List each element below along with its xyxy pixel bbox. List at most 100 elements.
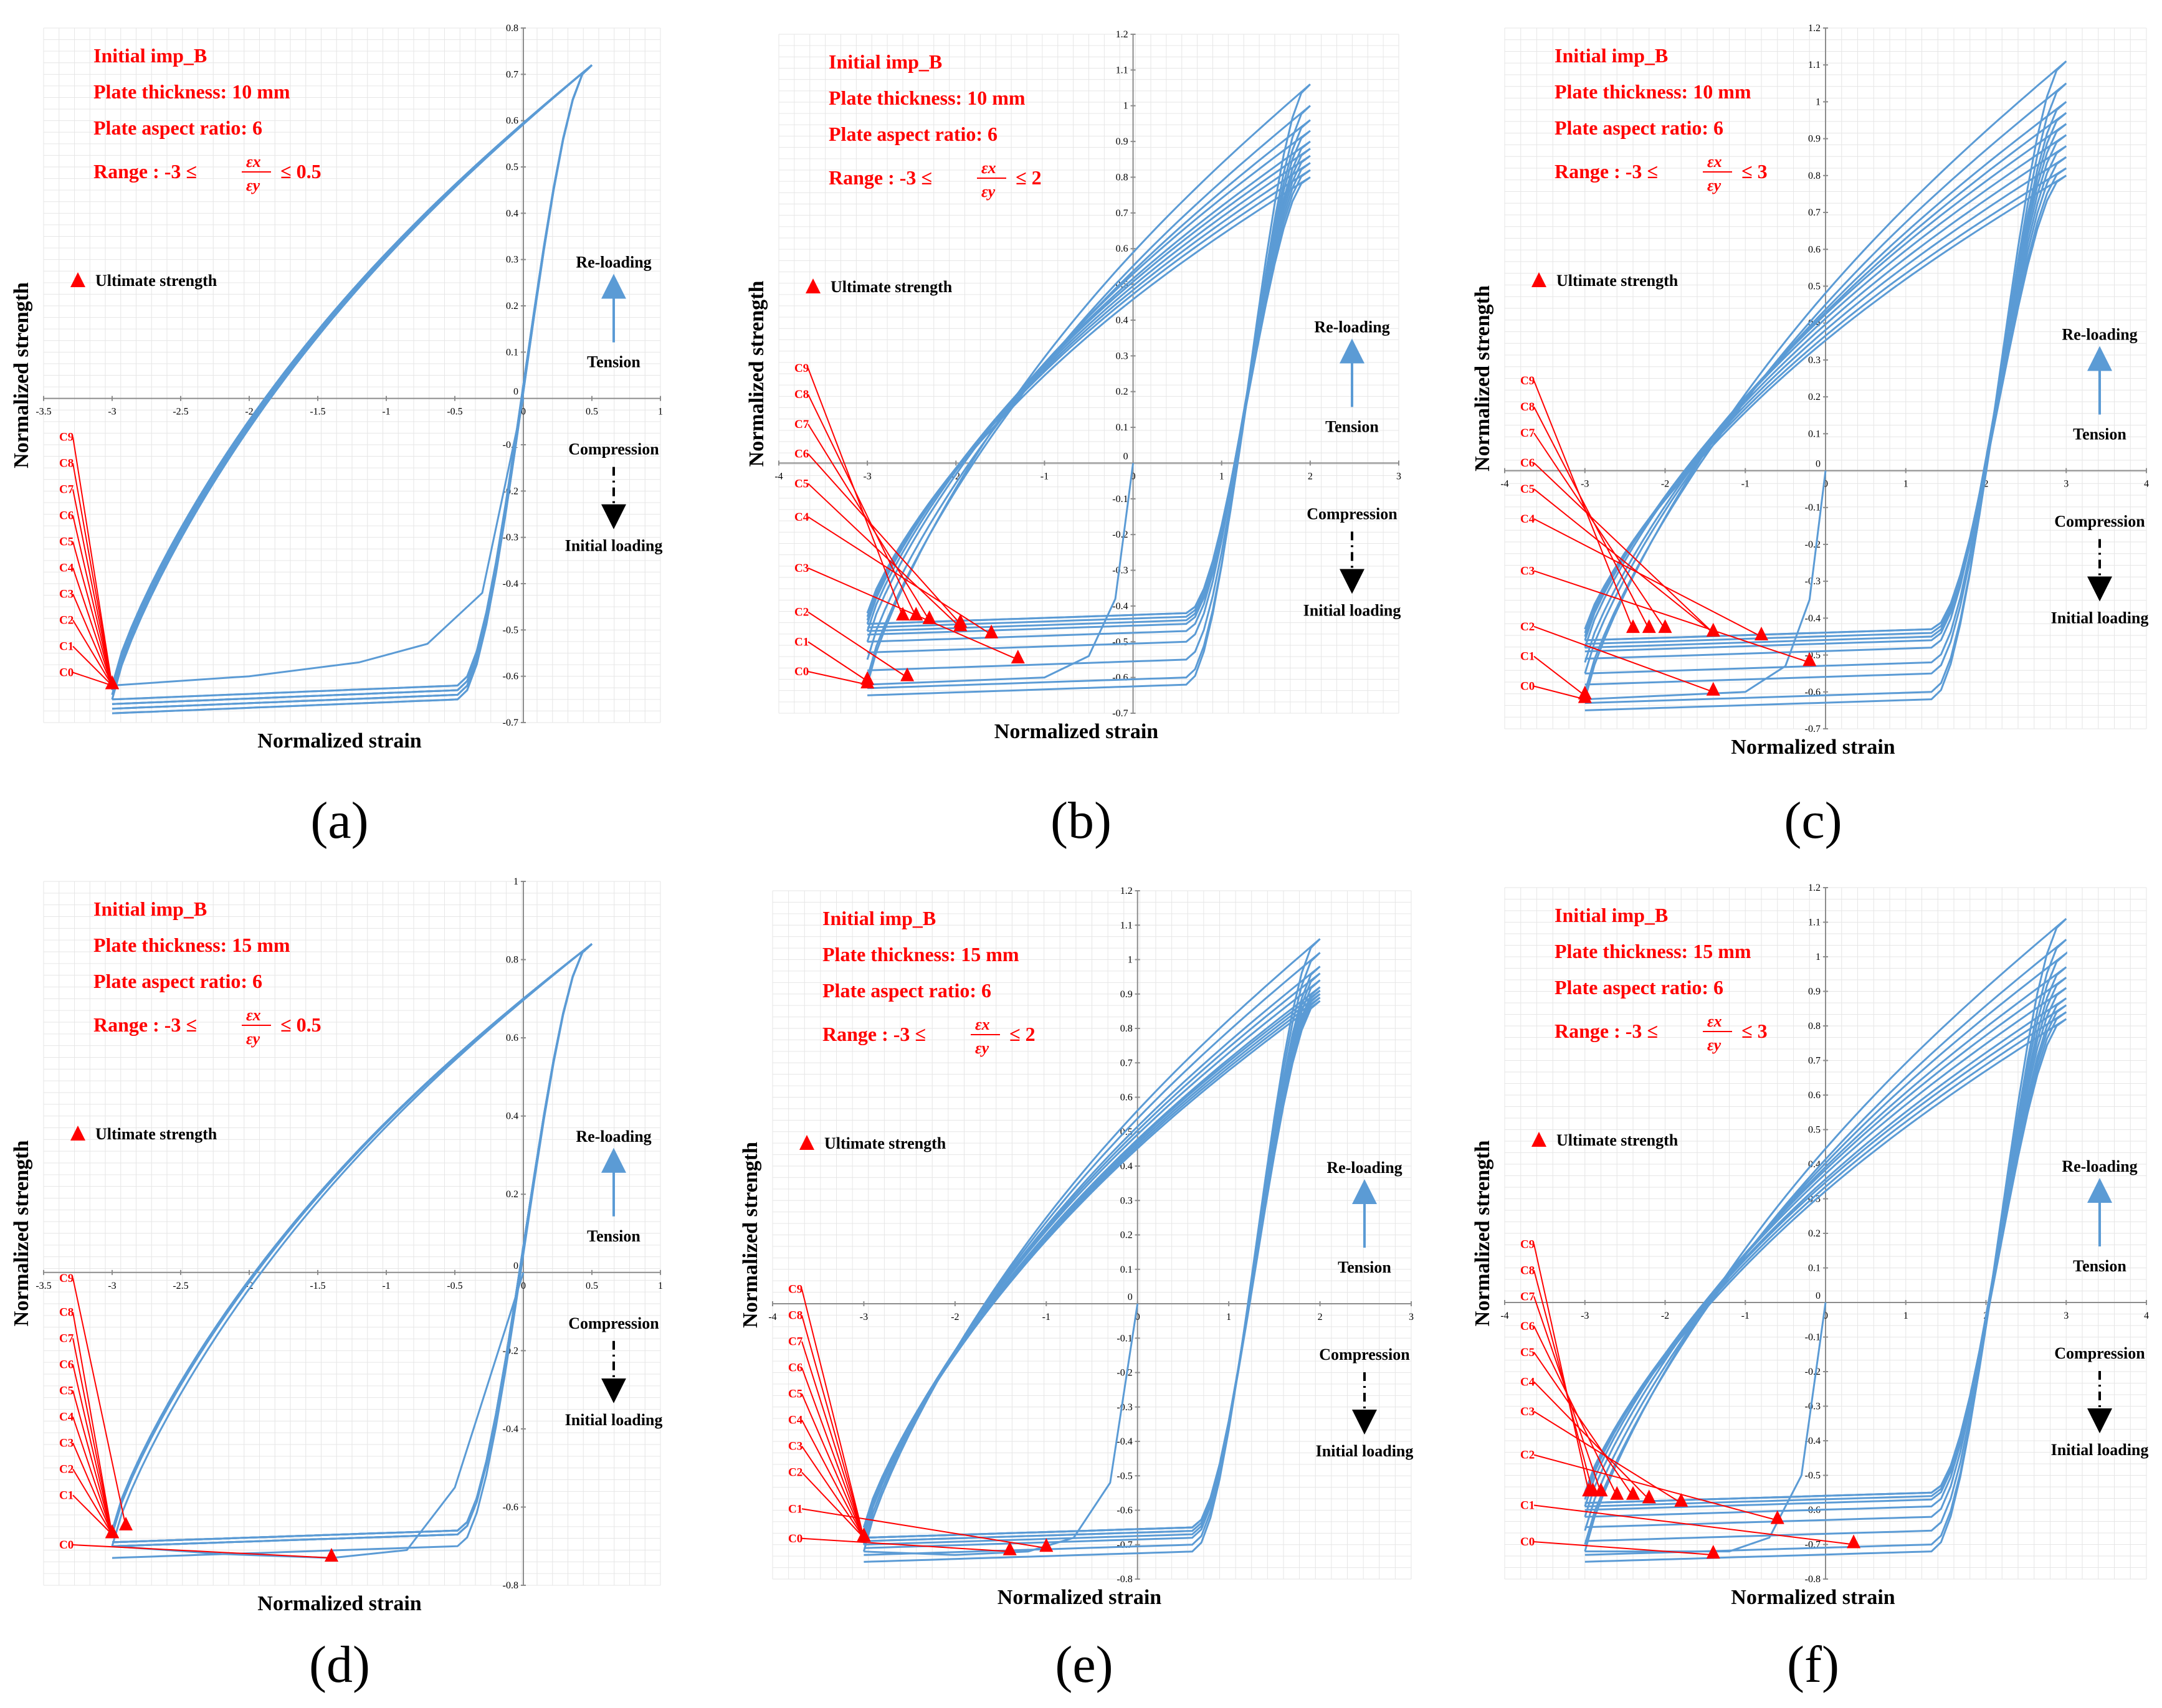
cycle-label-C3: C3 — [794, 562, 809, 575]
y-tick-label: -0.4 — [503, 1424, 518, 1435]
legend-label: Ultimate strength — [95, 272, 217, 290]
x-tick-label: 2 — [1308, 471, 1313, 482]
x-tick-label: -2 — [1661, 1311, 1669, 1321]
cycle-label-C2: C2 — [788, 1466, 802, 1479]
annotation-aspect: Plate aspect ratio: 6 — [93, 970, 262, 992]
hysteresis-curves — [111, 64, 593, 714]
y-tick-label: -0.1 — [1805, 1332, 1821, 1343]
y-tick-label: 0.4 — [1120, 1161, 1133, 1172]
cycle-loop-C9 — [1584, 174, 2067, 642]
annotation-range-prefix: Range : -3 ≤ — [822, 1023, 926, 1045]
cycle-label-C7: C7 — [1520, 427, 1535, 440]
cycle-label-C5: C5 — [794, 477, 809, 490]
compression-label: Compression — [1319, 1345, 1410, 1364]
annotation-range-numerator: εx — [1707, 153, 1722, 171]
ultimate-marker-C9 — [1626, 619, 1640, 633]
x-tick-label: 1 — [1903, 479, 1908, 490]
initial-loading-label: Initial loading — [565, 1411, 663, 1429]
y-tick-label: -0.5 — [1117, 1471, 1132, 1481]
y-tick-label: -0.6 — [1117, 1506, 1132, 1516]
cycle-label-C9: C9 — [794, 362, 809, 375]
ultimate-marker-C7 — [922, 610, 936, 624]
ultimate-markers: C0 C1 C2 C3 C4 C5 C6 C7 C8 C9 — [59, 1272, 338, 1562]
annotation-thickness: Plate thickness: 10 mm — [93, 80, 290, 103]
panel-f: -4 -3 -2 -1 0 1 2 3 4-0.8-0.7-0.6-0.5-0.4-0.3-0.… — [1471, 883, 2149, 1694]
cycle-label-C5: C5 — [59, 1384, 74, 1397]
cycle-label-C2: C2 — [59, 614, 74, 627]
cycle-label-C1: C1 — [1520, 1499, 1535, 1512]
tension-label: Tension — [1325, 417, 1379, 435]
leader-line — [801, 1537, 1010, 1552]
y-tick-label: 0.3 — [1808, 1194, 1821, 1205]
leader-line — [807, 611, 908, 678]
cycle-label-C3: C3 — [59, 588, 74, 601]
y-tick-label: -0.4 — [1805, 613, 1821, 624]
reloading-label: Re-loading — [576, 254, 651, 272]
panel-d: -3.5 -3 -2.5 -2 -1.5 -1 -0.5 0 0.5 1-0.8-0.6-0.4-… — [10, 876, 663, 1694]
panel-a: -3.5 -3 -2.5 -2 -1.5 -1 -0.5 0 0.5 1 -0.7 -0.6 -0.5 -… — [10, 23, 663, 850]
y-tick-label: 1.1 — [1120, 920, 1133, 931]
cycle-loop-C6 — [1584, 997, 2067, 1507]
cycle-label-C4: C4 — [788, 1414, 803, 1427]
cycle-label-C8: C8 — [794, 388, 809, 401]
initial-loading-label: Initial loading — [2051, 609, 2149, 627]
x-axis-title: Normalized strain — [1731, 736, 1895, 759]
y-tick-label: 0.4 — [506, 1111, 518, 1122]
ultimate-marker-C9 — [857, 1527, 871, 1542]
cycle-loop-C6 — [866, 154, 1311, 632]
annotation-range-denominator: εy — [1707, 176, 1722, 194]
leader-line — [72, 1364, 113, 1535]
y-tick-label: 0.6 — [1120, 1093, 1133, 1103]
initial-loading-label: Initial loading — [2051, 1441, 2149, 1459]
ultimate-marker-C5 — [1626, 1486, 1640, 1500]
y-tick-label: 0.9 — [1808, 134, 1821, 145]
y-tick-label: 0.8 — [1120, 1023, 1133, 1034]
x-tick-label: 1 — [658, 1281, 663, 1291]
y-tick-label: -0.6 — [503, 671, 518, 682]
y-tick-label: 0.2 — [1808, 1228, 1821, 1239]
cycle-label-C3: C3 — [788, 1440, 802, 1453]
leader-line — [72, 1390, 113, 1535]
annotation-aspect: Plate aspect ratio: 6 — [1555, 976, 1723, 999]
ultimate-marker-C1 — [1847, 1534, 1861, 1549]
ultimate-markers: C0 C1 C2 C3 C4 C5 C6 C7 C8 C9 — [1520, 374, 1817, 703]
panel-e: -4 -3 -2 -1 0 1 2 3 -0.8 -0.7 -0.6 -0.5 -0.4 -0.3 -0.2… — [739, 886, 1414, 1694]
compression-label: Compression — [1307, 505, 1398, 523]
cycle-loop-C0 — [862, 938, 1321, 1563]
y-axis-title: Normalized strength — [739, 1142, 762, 1328]
y-tick-label: 1.2 — [1120, 886, 1133, 896]
cycle-label-C0: C0 — [59, 667, 74, 680]
hysteresis-curves — [1584, 60, 2067, 711]
x-tick-label: -1.5 — [310, 407, 325, 417]
x-tick-label: 1 — [1226, 1312, 1231, 1322]
y-tick-label: -0.8 — [1117, 1574, 1132, 1585]
leader-line — [72, 1312, 113, 1535]
x-tick-label: -4 — [1500, 479, 1508, 490]
x-tick-label: -4 — [774, 471, 783, 482]
compression-label: Compression — [2054, 513, 2145, 531]
initial-loading-curve — [1584, 470, 1827, 701]
y-tick-label: 0.5 — [1808, 281, 1821, 292]
leader-line — [801, 1446, 865, 1539]
cycle-label-C4: C4 — [59, 1410, 74, 1423]
annotation-range-suffix: ≤ 3 — [1741, 1020, 1768, 1042]
x-tick-label: 3 — [1409, 1312, 1414, 1322]
y-tick-label: 0.8 — [506, 955, 518, 965]
ultimate-marker-C4 — [1642, 1489, 1656, 1504]
leader-line — [801, 1367, 865, 1539]
annotation-imp: Initial imp_B — [1555, 44, 1668, 67]
hysteresis-curves — [862, 938, 1321, 1563]
leader-line — [807, 483, 961, 629]
annotation-range-suffix: ≤ 2 — [1016, 166, 1042, 189]
y-tick-label: -0.2 — [1112, 529, 1128, 540]
leader-line — [72, 1494, 113, 1535]
y-tick-label: 0.2 — [1116, 387, 1128, 397]
annotation-range-suffix: ≤ 2 — [1009, 1023, 1036, 1045]
x-tick-label: -3.5 — [36, 407, 51, 417]
annotation-range-prefix: Range : -3 ≤ — [829, 166, 932, 189]
ultimate-marker-C6 — [1610, 1486, 1624, 1500]
annotation-range-numerator: εx — [246, 1006, 261, 1024]
x-tick-label: 0 — [1823, 479, 1828, 490]
cycle-label-C5: C5 — [788, 1388, 802, 1401]
initial-loading-curve — [864, 1303, 1139, 1556]
